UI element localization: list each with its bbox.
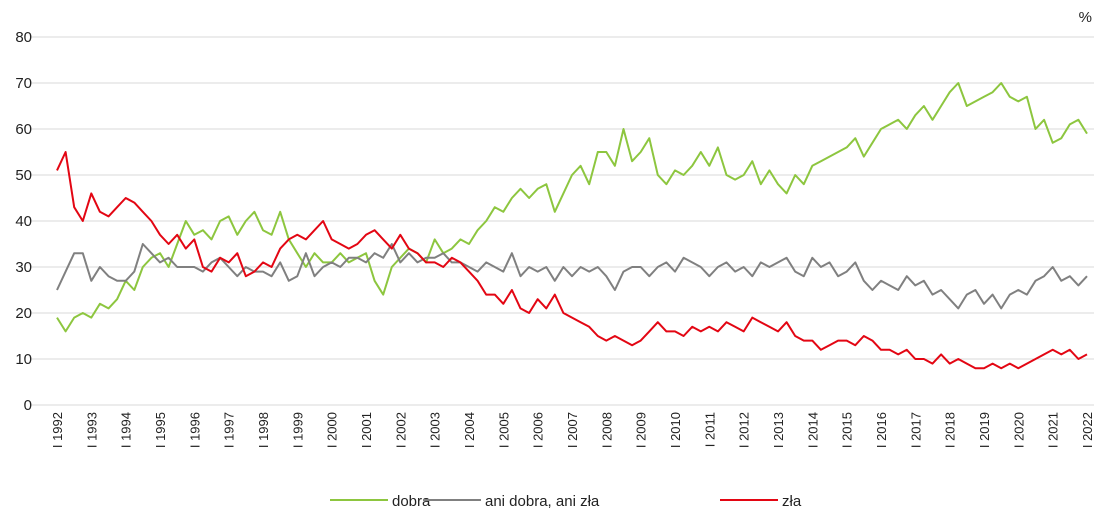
unit-label: %	[1079, 9, 1092, 26]
x-tick-label: I 2022	[1080, 412, 1094, 448]
x-tick-label: I 2001	[359, 412, 374, 448]
x-tick-label: I 2016	[874, 412, 889, 448]
y-tick-label: 40	[15, 213, 32, 230]
x-tick-label: I 2002	[393, 412, 408, 448]
x-tick-label: I 2014	[805, 412, 820, 448]
y-tick-label: 0	[24, 397, 32, 414]
x-tick-label: I 2021	[1046, 412, 1061, 448]
y-tick-label: 20	[15, 305, 32, 322]
x-tick-label: I 2009	[634, 412, 649, 448]
x-tick-label: I 1993	[84, 412, 99, 448]
x-tick-label: I 2020	[1011, 412, 1026, 448]
x-tick-label: I 1994	[119, 412, 134, 448]
x-tick-label: I 2008	[599, 412, 614, 448]
x-tick-label: I 2000	[325, 412, 340, 448]
series-line	[56, 151, 1088, 370]
y-tick-label: 80	[15, 29, 32, 46]
x-tick-label: I 1992	[50, 412, 65, 448]
x-tick-label: I 1999	[290, 412, 305, 448]
x-tick-label: I 2012	[737, 412, 752, 448]
x-tick-label: I 2018	[943, 412, 958, 448]
series-line	[56, 82, 1088, 333]
x-tick-label: I 2013	[771, 412, 786, 448]
x-tick-label: I 1998	[256, 412, 271, 448]
x-tick-label: I 1997	[222, 412, 237, 448]
x-tick-label: I 2011	[702, 412, 717, 447]
x-tick-label: I 2007	[565, 412, 580, 448]
y-tick-label: 10	[15, 351, 32, 368]
y-tick-label: 50	[15, 167, 32, 184]
x-tick-label: I 2019	[977, 412, 992, 448]
y-tick-label: 70	[15, 75, 32, 92]
x-tick-label: I 2003	[428, 412, 443, 448]
legend-label: dobra	[392, 493, 431, 510]
legend-label: ani dobra, ani zła	[485, 493, 600, 510]
x-tick-label: I 2006	[531, 412, 546, 448]
series-line	[56, 243, 1088, 310]
x-tick-label: I 2015	[840, 412, 855, 448]
x-tick-label: I 1996	[187, 412, 202, 448]
x-tick-label: I 2005	[496, 412, 511, 448]
x-tick-label: I 1995	[153, 412, 168, 448]
y-tick-label: 30	[15, 259, 32, 276]
x-tick-label: I 2017	[908, 412, 923, 448]
x-tick-label: I 2010	[668, 412, 683, 448]
x-tick-label: I 2004	[462, 412, 477, 448]
legend-label: zła	[782, 493, 802, 510]
y-tick-label: 60	[15, 121, 32, 138]
